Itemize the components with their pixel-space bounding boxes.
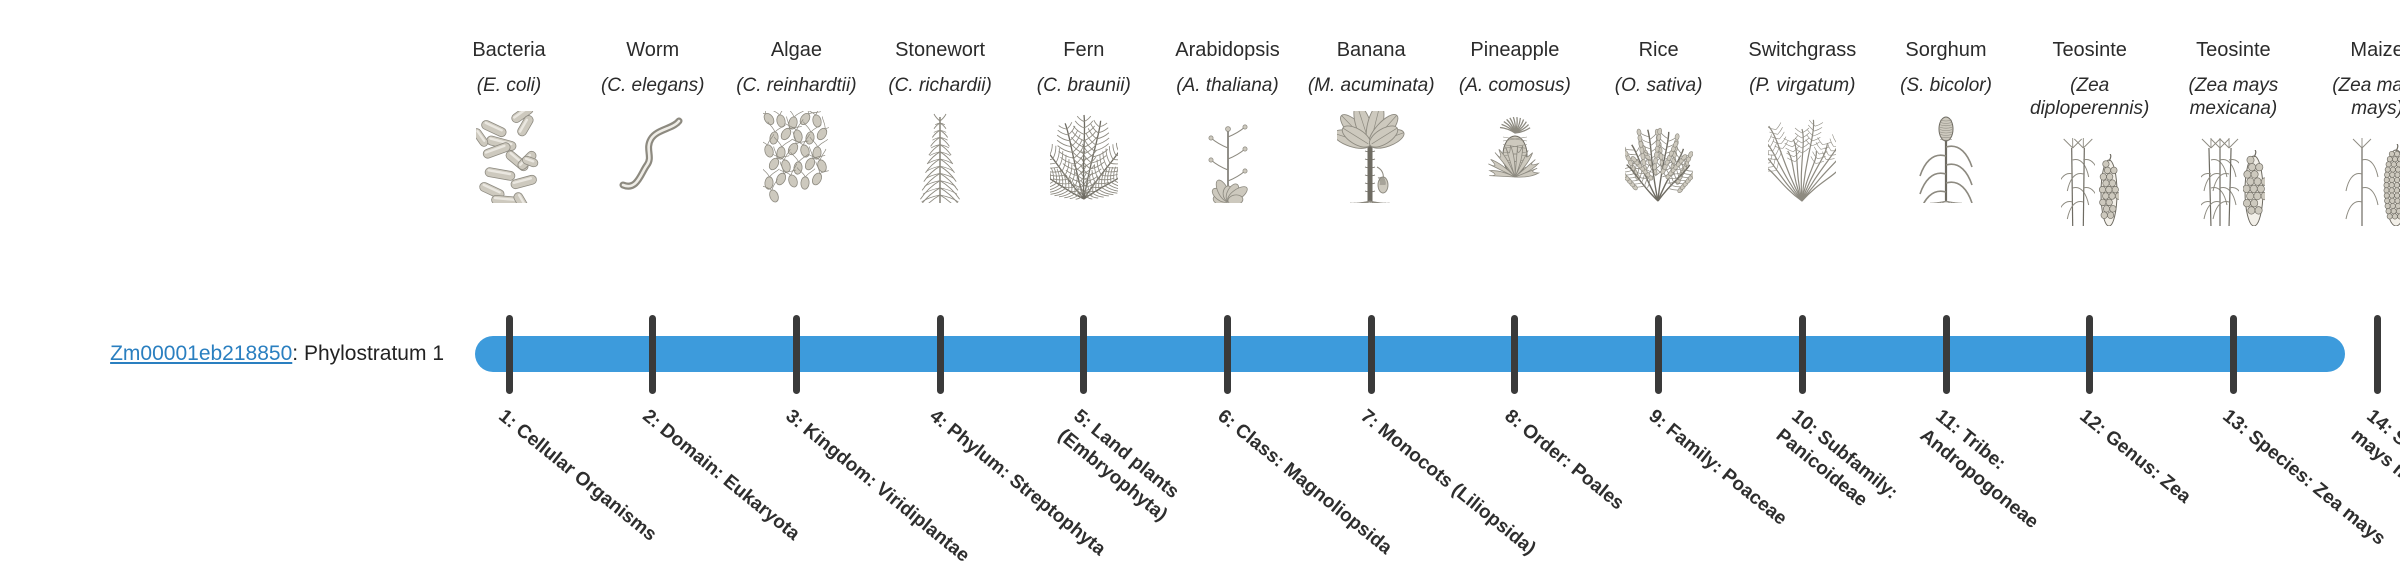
phylostratum-rank-name: Domain: Eukaryota — [655, 420, 803, 545]
phylostratum-rank-name: Monocots (Liliopsida) — [1374, 420, 1540, 560]
axis-tick-14 — [2374, 315, 2381, 394]
phylostratum-rank-name: Family: Poaceae — [1661, 420, 1790, 530]
phylostratum-rank-name: Subfamily: Panicoideae — [1772, 425, 1902, 511]
phylostratum-rank-name: Order: Poales — [1518, 420, 1628, 515]
phylostratum-number: 12: — [2075, 406, 2110, 440]
gene-id-link[interactable]: Zm00001eb218850 — [110, 342, 292, 365]
gene-label-separator: : — [292, 342, 304, 365]
phylostratum-rank-name: Class: Magnoliopsida — [1230, 420, 1395, 559]
gene-phylostratum-label: Zm00001eb218850: Phylostratum 1 — [24, 341, 444, 367]
gene-phylostratum-value: Phylostratum 1 — [304, 342, 444, 365]
phylostratum-rank-name: Genus: Zea — [2101, 426, 2195, 507]
phylostratum-rank-name: Cellular Organisms — [512, 420, 661, 546]
phylostratum-number: 13: — [2219, 406, 2254, 440]
phylostratum-rank-name: Land plants (Embryophyta) — [1054, 420, 1183, 526]
